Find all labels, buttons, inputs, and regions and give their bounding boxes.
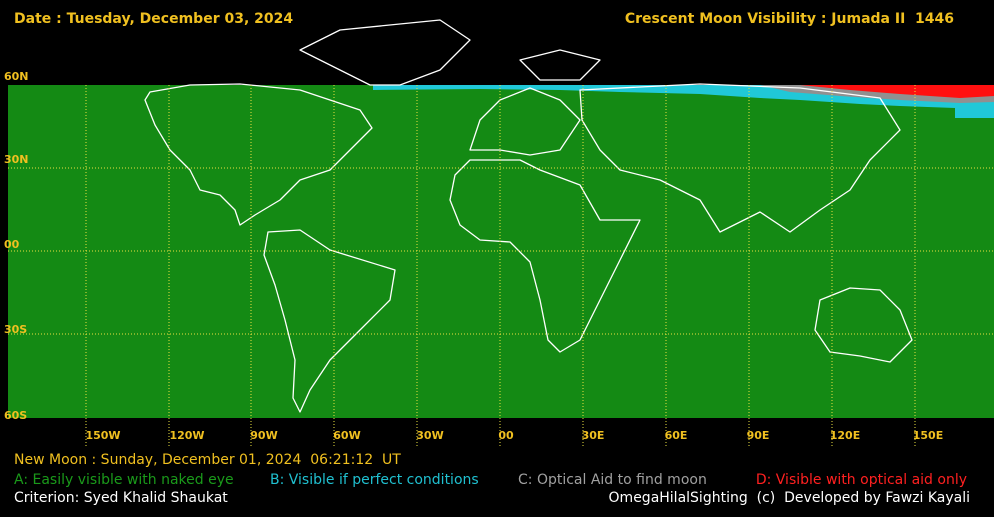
lat-label: 00 — [4, 238, 20, 251]
graticule — [8, 85, 994, 446]
lon-label: 90W — [250, 429, 277, 442]
new-moon: New Moon : Sunday, December 01, 2024 06:… — [14, 452, 401, 468]
lon-label: 30W — [416, 429, 443, 442]
date: Date : Tuesday, December 03, 2024 — [14, 11, 293, 27]
zone-d — [800, 85, 994, 98]
map-title: Crescent Moon Visibility : Jumada II 144… — [625, 11, 954, 27]
lon-label: 00 — [498, 429, 514, 442]
lat-label: 30N — [4, 153, 29, 166]
coast — [579, 83, 901, 233]
lon-label: 90E — [747, 429, 770, 442]
coast — [814, 287, 913, 363]
lon-label: 60E — [665, 429, 688, 442]
lon-label: 120E — [830, 429, 860, 442]
credit: OmegaHilalSighting (c) Developed by Fawz… — [609, 490, 970, 506]
lon-label: 30E — [582, 429, 605, 442]
criterion: Criterion: Syed Khalid Shaukat — [14, 490, 228, 506]
legend-a: A: Easily visible with naked eye — [14, 472, 234, 488]
lon-label: 120W — [169, 429, 204, 442]
legend-b: B: Visible if perfect conditions — [270, 472, 479, 488]
coast — [299, 19, 471, 86]
coast — [449, 159, 641, 353]
coast — [263, 229, 396, 413]
coastlines — [144, 19, 913, 413]
legend-c: C: Optical Aid to find moon — [518, 472, 707, 488]
coast — [144, 83, 373, 226]
legend-d: D: Visible with optical aid only — [756, 472, 967, 488]
coast — [519, 49, 601, 81]
lat-label: 60N — [4, 70, 29, 83]
lon-label: 150W — [85, 429, 120, 442]
lon-label: 60W — [333, 429, 360, 442]
lon-label: 150E — [913, 429, 943, 442]
coast — [469, 87, 581, 156]
lat-label: 60S — [4, 409, 27, 422]
lat-label: 30S — [4, 323, 27, 336]
